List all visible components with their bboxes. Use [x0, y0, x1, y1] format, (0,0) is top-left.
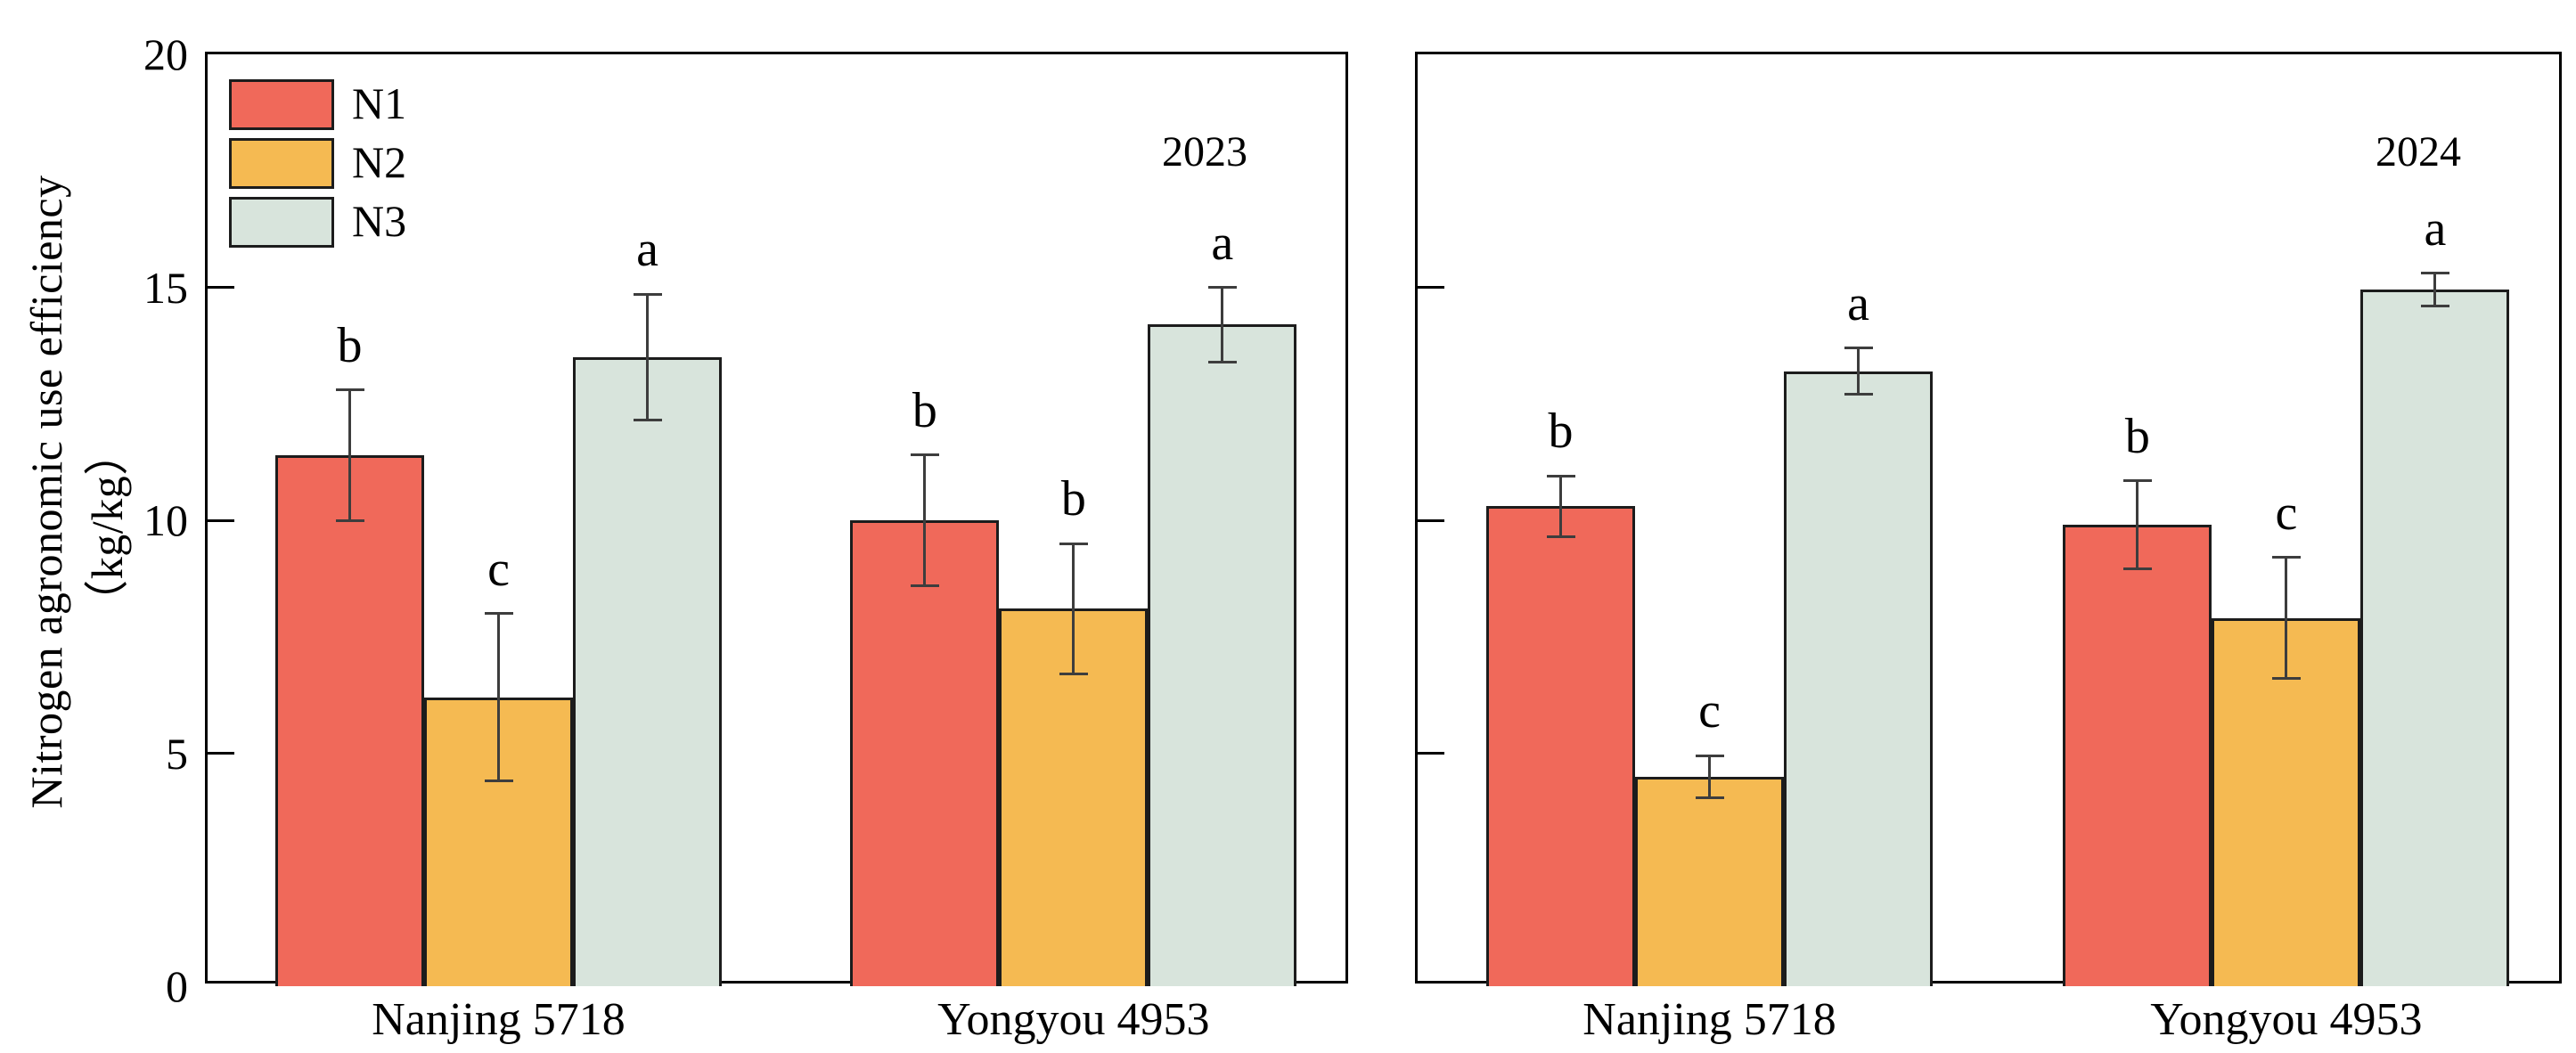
legend-label: N2	[352, 137, 407, 187]
bar-n2-nanjing-5718	[1635, 776, 1785, 986]
significance-letter: a	[1847, 275, 1869, 331]
error-bar-cap-top	[1546, 474, 1575, 478]
y-axis-tick	[208, 752, 234, 755]
error-bar	[1221, 287, 1224, 363]
error-bar-cap-bottom	[633, 419, 662, 422]
error-bar-cap-bottom	[1695, 796, 1724, 799]
error-bar	[1559, 476, 1563, 537]
significance-letter: a	[636, 222, 658, 278]
error-bar	[2285, 557, 2288, 679]
x-category-label: Nanjing 5718	[1582, 994, 1836, 1045]
error-bar	[2136, 480, 2139, 569]
bar-n1-yongyou-4953	[850, 520, 1000, 986]
y-axis-tick	[1418, 286, 1444, 289]
y-axis-tick-label: 10	[143, 495, 188, 545]
error-bar	[923, 454, 927, 586]
error-bar-cap-bottom	[1844, 393, 1873, 396]
bar-n3-yongyou-4953	[2360, 290, 2510, 986]
bar-n3-nanjing-5718	[573, 356, 723, 986]
error-bar-cap-top	[1207, 286, 1237, 289]
bar-n1-nanjing-5718	[275, 454, 425, 986]
bar-n1-yongyou-4953	[2063, 525, 2212, 986]
significance-letter: b	[912, 382, 937, 438]
chart-panel-2023: 2023 0 5 10 15 20 b c a Nanjing 5718 b b a Yongyou 49…	[143, 29, 1348, 1045]
y-axis-tick-label: 15	[143, 262, 188, 313]
bar-n3-nanjing-5718	[1784, 371, 1934, 986]
error-bar-cap-top	[1844, 346, 1873, 349]
error-bar	[1708, 755, 1712, 798]
x-category-label: Nanjing 5718	[372, 994, 626, 1045]
error-bar-cap-bottom	[2271, 677, 2301, 681]
error-bar-cap-top	[1695, 754, 1724, 757]
error-bar-cap-bottom	[335, 518, 364, 522]
significance-letter: c	[487, 541, 510, 597]
significance-letter: c	[2275, 485, 2298, 541]
legend-swatch-n2	[229, 138, 334, 189]
error-bar-cap-bottom	[1546, 535, 1575, 538]
error-bar-cap-top	[633, 292, 662, 296]
y-axis-tick-label: 5	[166, 728, 188, 779]
significance-letter: b	[2124, 408, 2150, 464]
error-bar-cap-top	[335, 388, 364, 392]
legend-label: N1	[352, 78, 407, 128]
significance-letter: a	[1211, 215, 1234, 271]
error-bar	[2433, 273, 2437, 306]
bar-n1-nanjing-5718	[1486, 506, 1636, 986]
x-category-label: Yongyou 4953	[2150, 994, 2423, 1045]
y-axis-title: Nitrogen agronomic use efficiency	[21, 175, 71, 809]
y-axis-tick	[208, 518, 234, 522]
y-axis-tick-label: 0	[166, 961, 188, 1011]
legend-swatch-n1	[229, 79, 334, 130]
error-bar	[646, 294, 650, 420]
error-bar-cap-top	[910, 453, 939, 457]
legend-label: N3	[352, 196, 407, 246]
error-bar-cap-top	[1059, 542, 1088, 545]
significance-letter: c	[1698, 683, 1721, 739]
error-bar-cap-top	[2420, 272, 2449, 275]
year-label: 2023	[1162, 128, 1247, 176]
error-bar-cap-bottom	[1207, 360, 1237, 363]
y-axis-tick-label: 20	[143, 29, 188, 79]
error-bar	[1857, 347, 1860, 395]
error-bar-cap-bottom	[484, 780, 513, 783]
significance-letter: b	[1548, 404, 1574, 460]
error-bar	[1072, 543, 1075, 674]
x-category-label: Yongyou 4953	[937, 994, 1210, 1045]
error-bar	[497, 613, 501, 781]
error-bar-cap-top	[484, 612, 513, 616]
error-bar-cap-top	[2122, 479, 2152, 483]
y-axis-tick	[1418, 518, 1444, 522]
year-label: 2024	[2376, 128, 2461, 176]
error-bar-cap-bottom	[2420, 304, 2449, 307]
significance-letter: b	[337, 317, 363, 373]
error-bar-cap-bottom	[1059, 673, 1088, 676]
y-axis-tick	[208, 286, 234, 289]
significance-letter: a	[2424, 200, 2447, 257]
y-axis-tick	[1418, 752, 1444, 755]
error-bar	[348, 389, 352, 520]
bar-n3-yongyou-4953	[1148, 324, 1297, 986]
significance-letter: b	[1060, 471, 1086, 527]
error-bar-cap-top	[2271, 556, 2301, 559]
chart-panel-2024: 2024 b c a Nanjing 5718 b c a Yongyou 4953	[1415, 52, 2562, 1045]
error-bar-cap-bottom	[2122, 567, 2152, 571]
error-bar-cap-bottom	[910, 584, 939, 587]
legend-swatch-n3	[229, 197, 334, 248]
